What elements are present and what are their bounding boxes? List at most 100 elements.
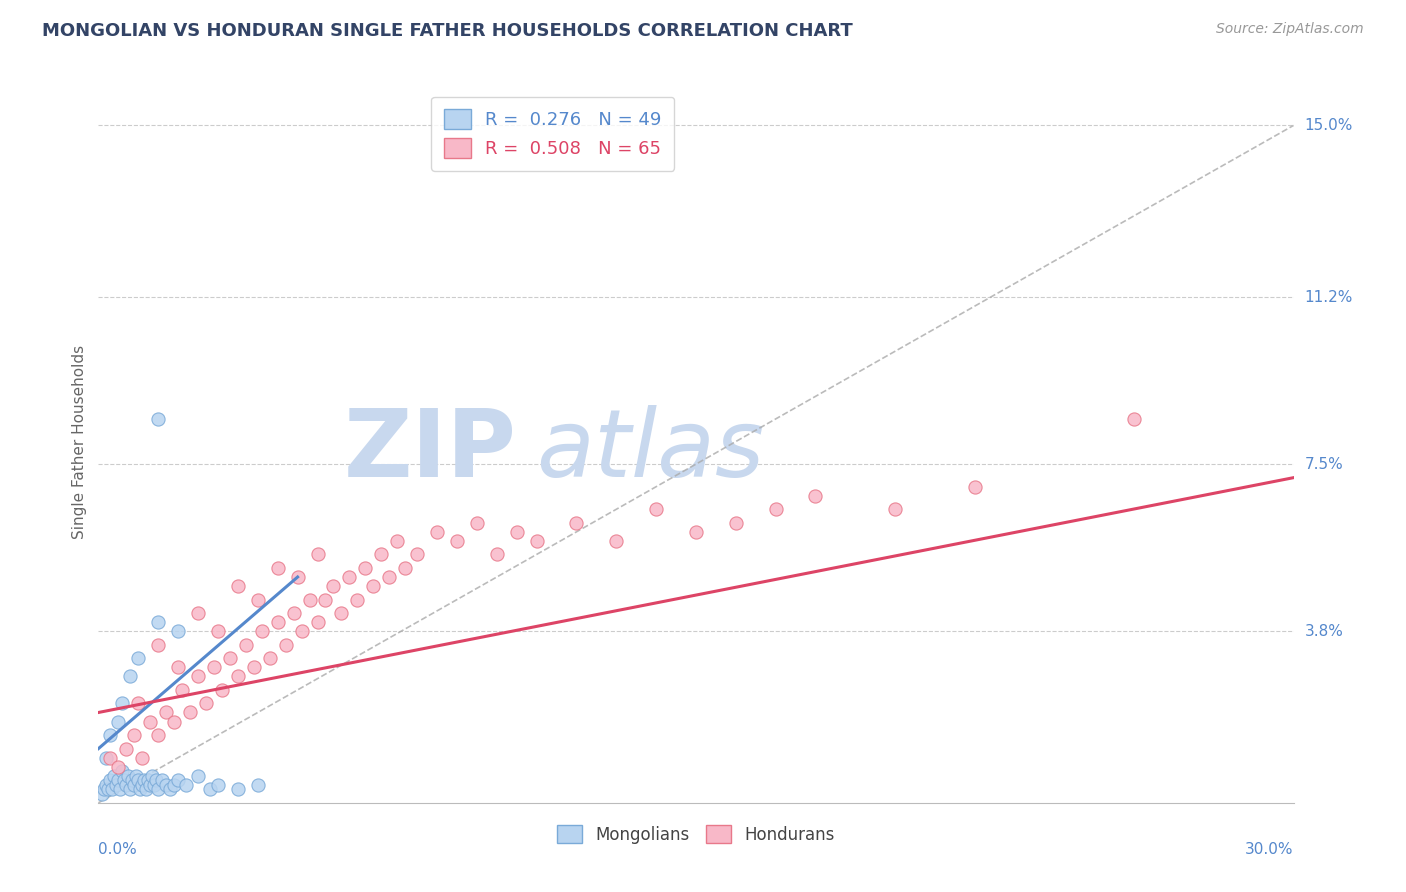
Legend: Mongolians, Hondurans: Mongolians, Hondurans (548, 817, 844, 852)
Point (765, 502, 787, 516)
Point (145, 773, 167, 788)
Point (246, 592, 269, 607)
Point (283, 606, 305, 620)
Point (117, 769, 139, 783)
Point (526, 533, 548, 548)
Point (155, 778, 177, 792)
Point (91, 787, 114, 801)
Point (307, 615, 329, 630)
Point (143, 778, 166, 792)
Y-axis label: Single Father Households: Single Father Households (72, 344, 87, 539)
Point (235, 638, 257, 652)
Point (172, 682, 194, 697)
Point (884, 502, 907, 516)
Point (141, 769, 163, 783)
Point (506, 524, 529, 539)
Point (134, 773, 156, 788)
Text: 3.8%: 3.8% (1305, 624, 1344, 639)
Point (148, 728, 170, 742)
Point (645, 502, 668, 516)
Point (219, 651, 242, 665)
Point (107, 773, 129, 788)
Point (446, 533, 468, 548)
Point (110, 782, 132, 797)
Point (127, 697, 149, 711)
Point (267, 615, 290, 630)
Point (129, 782, 152, 797)
Point (163, 714, 186, 729)
Point (322, 579, 344, 593)
Point (207, 624, 229, 639)
Point (465, 516, 488, 530)
Point (125, 769, 148, 783)
Point (120, 782, 142, 797)
Text: 0.0%: 0.0% (98, 842, 138, 856)
Point (124, 778, 146, 792)
Point (346, 592, 368, 607)
Text: 11.2%: 11.2% (1305, 290, 1353, 304)
Point (93, 782, 115, 797)
Point (131, 778, 153, 792)
Point (243, 660, 266, 674)
Point (167, 624, 190, 639)
Point (370, 548, 392, 562)
Point (103, 769, 125, 783)
Point (98, 728, 122, 742)
Point (565, 516, 588, 530)
Point (207, 778, 229, 792)
Point (307, 548, 329, 562)
Point (211, 682, 233, 697)
Point (274, 638, 297, 652)
Point (112, 773, 135, 788)
Text: 30.0%: 30.0% (1246, 842, 1294, 856)
Point (131, 750, 153, 764)
Point (111, 697, 134, 711)
Point (250, 624, 273, 639)
Point (963, 480, 986, 494)
Point (135, 782, 157, 797)
Point (298, 592, 321, 607)
Point (315, 592, 337, 607)
Point (174, 778, 197, 792)
Point (187, 606, 209, 620)
Text: Source: ZipAtlas.com: Source: ZipAtlas.com (1216, 22, 1364, 37)
Point (139, 778, 162, 792)
Point (98, 750, 122, 764)
Point (804, 489, 827, 503)
Point (96, 778, 118, 792)
Point (246, 778, 269, 792)
Point (127, 651, 149, 665)
Point (724, 516, 747, 530)
Point (426, 524, 449, 539)
Point (124, 728, 146, 742)
Text: ZIP: ZIP (344, 405, 517, 497)
Point (394, 561, 416, 575)
Point (330, 606, 353, 620)
Text: 7.5%: 7.5% (1305, 457, 1343, 472)
Point (685, 524, 707, 539)
Point (226, 782, 249, 797)
Point (291, 624, 314, 639)
Point (97, 782, 120, 797)
Point (267, 561, 290, 575)
Text: atlas: atlas (537, 405, 765, 496)
Point (107, 760, 129, 774)
Point (167, 660, 190, 674)
Point (202, 660, 225, 674)
Point (136, 773, 159, 788)
Point (148, 638, 170, 652)
Point (120, 669, 142, 683)
Point (339, 570, 361, 584)
Point (195, 697, 218, 711)
Point (96, 750, 118, 764)
Point (105, 778, 128, 792)
Point (115, 741, 138, 756)
Point (354, 561, 377, 575)
Point (150, 773, 173, 788)
Point (187, 769, 209, 783)
Point (148, 412, 170, 426)
Point (127, 773, 149, 788)
Point (111, 764, 134, 779)
Text: MONGOLIAN VS HONDURAN SINGLE FATHER HOUSEHOLDS CORRELATION CHART: MONGOLIAN VS HONDURAN SINGLE FATHER HOUS… (42, 22, 853, 40)
Point (378, 570, 401, 584)
